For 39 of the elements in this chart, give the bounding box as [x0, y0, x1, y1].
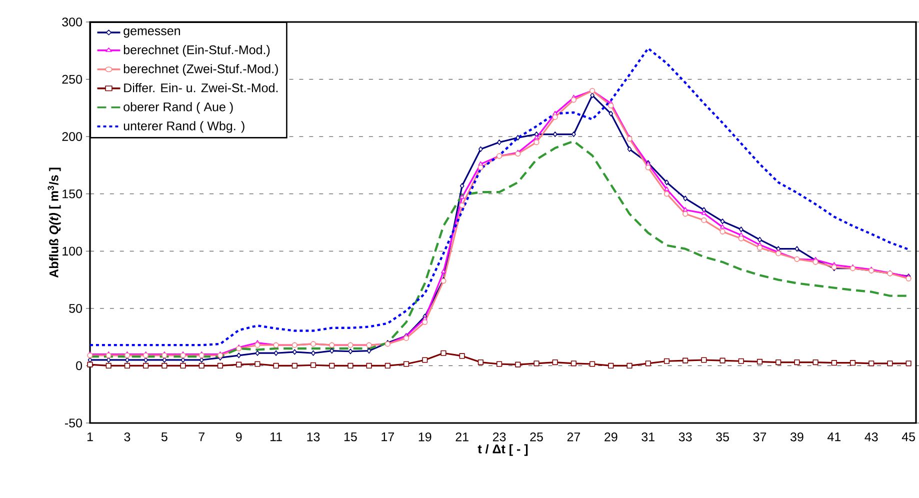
x-tick-label: 25	[530, 432, 543, 442]
y-tick-label: 300	[62, 18, 82, 26]
x-tick-label: 37	[753, 432, 766, 442]
x-tick-label: 31	[642, 432, 654, 442]
legend-label: oberer Rand ( Aue )	[124, 102, 233, 114]
x-tick-label: 13	[307, 432, 320, 442]
x-tick-label: 41	[827, 432, 840, 442]
x-tick-label: 35	[716, 432, 729, 442]
x-axis-title: t / Δt [ - ]	[478, 444, 528, 456]
x-tick-label: 5	[161, 432, 168, 442]
x-tick-label: 33	[678, 432, 692, 442]
x-tick-label: 15	[344, 432, 357, 442]
y-tick-label: -50	[64, 418, 82, 428]
x-tick-label: 39	[790, 432, 804, 442]
y-tick-label: 0	[76, 361, 82, 370]
x-tick-label: 1	[87, 432, 93, 442]
x-tick-label: 27	[567, 432, 580, 442]
legend-label: berechnet (Zwei-Stuf.-Mod.)	[124, 64, 278, 76]
x-tick-label: 29	[604, 432, 618, 442]
legend-label: Differ. Ein- u. Zwei-St.-Mod.	[124, 83, 278, 92]
x-tick-label: 19	[418, 432, 432, 442]
legend-label: berechnet (Ein-Stuf.-Mod.)	[124, 45, 270, 57]
y-tick-label: 250	[62, 74, 82, 84]
x-tick-label: 7	[198, 432, 204, 442]
legend-label: gemessen	[124, 28, 180, 38]
x-tick-label: 17	[382, 432, 394, 442]
x-tick-label: 21	[456, 432, 468, 442]
y-tick-label: 50	[69, 304, 82, 313]
x-tick-label: 45	[902, 432, 915, 442]
y-tick-label: 100	[62, 246, 82, 256]
y-tick-label: 150	[62, 189, 82, 198]
x-tick-label: 3	[124, 432, 130, 442]
x-tick-label: 23	[492, 432, 506, 442]
x-tick-label: 11	[270, 432, 282, 442]
x-tick-label: 43	[864, 432, 878, 442]
x-tick-label: 9	[236, 432, 242, 442]
y-tick-label: 200	[62, 132, 82, 141]
y-axis-title: Abfluß Q(t) [ m$^{3}$/s ]	[48, 168, 61, 278]
legend-label: unterer Rand ( Wbg. )	[124, 121, 244, 133]
